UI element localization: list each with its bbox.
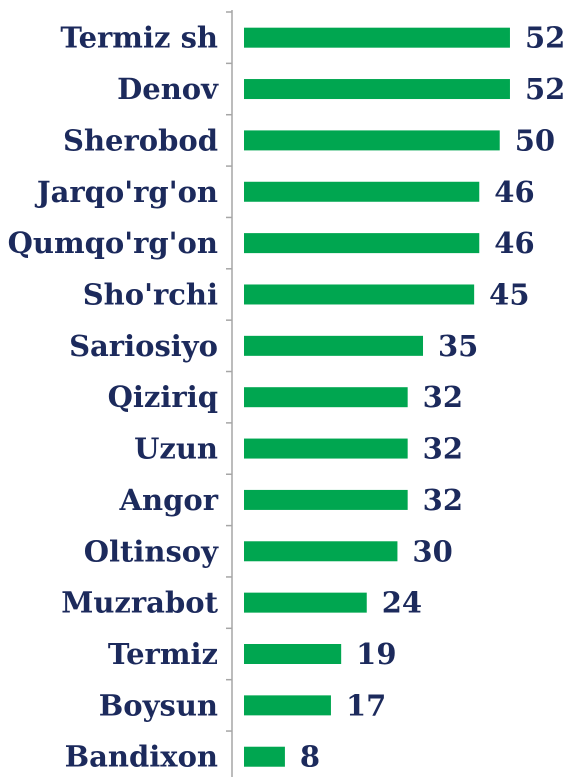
value-label: 46 bbox=[494, 175, 534, 209]
y-tick-label: Qiziriq bbox=[108, 380, 218, 414]
bar bbox=[244, 284, 475, 305]
bar bbox=[244, 181, 480, 202]
y-tick-label: Termiz bbox=[108, 637, 218, 671]
bar bbox=[244, 233, 480, 254]
bar bbox=[244, 489, 408, 510]
value-label: 30 bbox=[412, 534, 452, 568]
y-tick-label: Qumqo'rg'on bbox=[8, 226, 218, 260]
bar bbox=[244, 746, 285, 767]
value-label: 35 bbox=[438, 329, 478, 363]
bar bbox=[244, 592, 367, 613]
bar bbox=[244, 79, 510, 100]
value-label: 50 bbox=[515, 123, 555, 157]
y-tick-label: Muzrabot bbox=[61, 586, 218, 620]
bar bbox=[244, 541, 398, 562]
y-tick-label: Jarqo'rg'on bbox=[34, 175, 218, 209]
y-tick-label: Bandixon bbox=[65, 740, 218, 774]
value-label: 24 bbox=[382, 586, 422, 620]
y-tick-label: Sho'rchi bbox=[83, 277, 218, 311]
y-tick-label: Uzun bbox=[134, 432, 218, 466]
value-label: 32 bbox=[423, 380, 463, 414]
value-label: 45 bbox=[489, 277, 529, 311]
value-label: 32 bbox=[423, 483, 463, 517]
value-label: 52 bbox=[525, 21, 565, 55]
value-label: 19 bbox=[356, 637, 396, 671]
bar bbox=[244, 644, 342, 664]
value-label: 17 bbox=[346, 688, 386, 722]
y-tick-label: Angor bbox=[119, 483, 219, 517]
bar bbox=[244, 438, 408, 459]
bar bbox=[244, 387, 408, 408]
value-label: 32 bbox=[423, 432, 463, 466]
value-label: 46 bbox=[494, 226, 534, 260]
bar bbox=[244, 27, 510, 48]
y-tick-label: Sariosiyo bbox=[69, 329, 218, 363]
bar bbox=[244, 130, 500, 151]
bar bbox=[244, 335, 424, 356]
value-label: 52 bbox=[525, 72, 565, 106]
y-tick-label: Termiz sh bbox=[60, 21, 218, 55]
y-tick-label: Sherobod bbox=[63, 123, 218, 157]
bar bbox=[244, 695, 331, 716]
y-tick-label: Oltinsoy bbox=[84, 534, 219, 568]
value-label: 8 bbox=[300, 740, 320, 774]
y-tick-label: Denov bbox=[117, 72, 219, 106]
y-tick-label: Boysun bbox=[99, 688, 218, 722]
